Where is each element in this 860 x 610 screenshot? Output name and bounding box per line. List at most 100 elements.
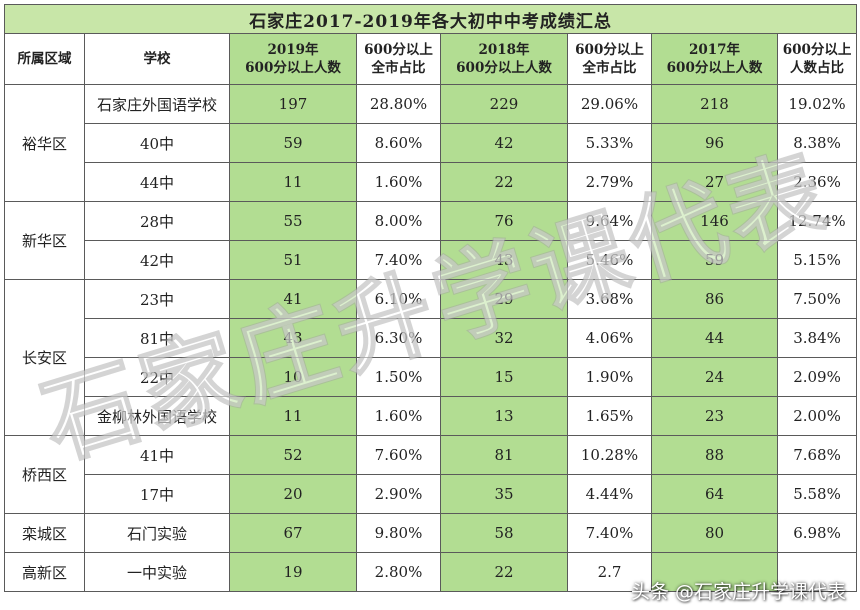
- district-cell: 高新区: [4, 552, 85, 592]
- header-school: 学校: [84, 33, 230, 85]
- share-2019-cell: 1.50%: [356, 357, 441, 397]
- school-cell: 41中: [84, 435, 230, 475]
- count-2018-cell: 15: [440, 357, 568, 397]
- count-2018-cell: 58: [440, 513, 568, 553]
- table-row: 高新区 一中实验 19 2.80% 22 2.7: [4, 552, 858, 592]
- header-2019-count: 2019年 600分以上人数: [229, 33, 357, 85]
- count-2017-cell: 59: [651, 240, 778, 280]
- count-2018-cell: 81: [440, 435, 568, 475]
- share-2018-cell: 4.06%: [567, 318, 652, 358]
- share-2019-cell: 1.60%: [356, 162, 441, 202]
- share-2019-cell: 8.60%: [356, 123, 441, 163]
- table-row: 新华区 28中 55 8.00% 76 9.64% 146 12.74%: [4, 201, 858, 280]
- score-table: 石家庄2017-2019年各大初中中考成绩汇总 所属区域 学校 2019年 600…: [3, 4, 858, 592]
- table-title: 石家庄2017-2019年各大初中中考成绩汇总: [3, 4, 858, 34]
- share-2019-cell: 2.80%: [356, 552, 441, 592]
- share-2018-cell: 29.06%: [567, 84, 652, 124]
- school-cell: 金柳林外国语学校: [84, 396, 230, 436]
- count-2017-cell: 80: [651, 513, 778, 553]
- count-2017-cell: 24: [651, 357, 778, 397]
- header-2019-share: 600分以上 全市占比: [356, 33, 441, 85]
- table-row: 44中 11 1.60% 22 2.79% 27 2.36%: [5, 162, 858, 202]
- count-2018-cell: 29: [440, 279, 568, 319]
- district-cell: 桥西区: [4, 435, 85, 514]
- share-2017-cell: 5.58%: [776, 474, 858, 514]
- count-2017-cell: 44: [651, 318, 778, 358]
- share-2018-cell: 5.46%: [567, 240, 652, 280]
- share-2019-cell: 7.60%: [356, 435, 441, 475]
- share-2018-cell: 1.90%: [567, 357, 652, 397]
- count-2017-cell: [651, 552, 778, 592]
- table-row: 裕华区 石家庄外国语学校 197 28.80% 229 29.06% 218 19.02%: [4, 84, 858, 202]
- count-2018-cell: 22: [440, 552, 568, 592]
- school-cell: 44中: [84, 162, 230, 202]
- share-2017-cell: 7.68%: [776, 435, 858, 475]
- share-2019-cell: 1.60%: [356, 396, 441, 436]
- count-2019-cell: 55: [229, 201, 357, 241]
- table-row: 金柳林外国语学校 11 1.60% 13 1.65% 23 2.00%: [5, 396, 858, 436]
- count-2019-cell: 20: [229, 474, 357, 514]
- share-2019-cell: 6.30%: [356, 318, 441, 358]
- school-cell: 23中: [84, 279, 230, 319]
- share-2017-cell: 3.84%: [776, 318, 858, 358]
- share-2017-cell: 19.02%: [776, 84, 858, 124]
- count-2019-cell: 59: [229, 123, 357, 163]
- count-2019-cell: 43: [229, 318, 357, 358]
- share-2017-cell: 7.50%: [776, 279, 858, 319]
- share-2018-cell: 2.79%: [567, 162, 652, 202]
- share-2018-cell: 1.65%: [567, 396, 652, 436]
- count-2018-cell: 76: [440, 201, 568, 241]
- count-2019-cell: 52: [229, 435, 357, 475]
- count-2018-cell: 43: [440, 240, 568, 280]
- share-2018-cell: 10.28%: [567, 435, 652, 475]
- count-2017-cell: 86: [651, 279, 778, 319]
- header-2018-count: 2018年 600分以上人数: [440, 33, 568, 85]
- share-2017-cell: [776, 552, 858, 592]
- share-2017-cell: 2.36%: [776, 162, 858, 202]
- count-2018-cell: 42: [440, 123, 568, 163]
- school-cell: 22中: [84, 357, 230, 397]
- share-2018-cell: 3.68%: [567, 279, 652, 319]
- table-row: 40中 59 8.60% 42 5.33% 96 8.38%: [5, 123, 858, 163]
- table-row: 长安区 23中 41 6.10% 29 3.68% 86 7.50%: [4, 279, 858, 436]
- table-row: 栾城区 石门实验 67 9.80% 58 7.40% 80 6.98%: [4, 513, 858, 553]
- count-2017-cell: 64: [651, 474, 778, 514]
- school-cell: 石门实验: [84, 513, 230, 553]
- count-2017-cell: 23: [651, 396, 778, 436]
- school-cell: 28中: [84, 201, 230, 241]
- count-2017-cell: 146: [651, 201, 778, 241]
- count-2017-cell: 88: [651, 435, 778, 475]
- share-2017-cell: 8.38%: [776, 123, 858, 163]
- share-2019-cell: 6.10%: [356, 279, 441, 319]
- count-2019-cell: 67: [229, 513, 357, 553]
- table-row: 桥西区 41中 52 7.60% 81 10.28% 88 7.68%: [4, 435, 858, 514]
- school-cell: 石家庄外国语学校: [84, 84, 230, 124]
- share-2017-cell: 2.00%: [776, 396, 858, 436]
- district-cell: 裕华区: [4, 84, 85, 202]
- share-2019-cell: 9.80%: [356, 513, 441, 553]
- share-2019-cell: 2.90%: [356, 474, 441, 514]
- count-2018-cell: 22: [440, 162, 568, 202]
- table-row: 22中 10 1.50% 15 1.90% 24 2.09%: [5, 357, 858, 397]
- credit-watermark: 头条 @石家庄升学课代表: [630, 581, 846, 603]
- share-2019-cell: 8.00%: [356, 201, 441, 241]
- count-2017-cell: 27: [651, 162, 778, 202]
- share-2018-cell: 7.40%: [567, 513, 652, 553]
- header-district: 所属区域: [4, 33, 85, 85]
- district-cell: 新华区: [4, 201, 85, 280]
- header-2017-share: 600分以上 人数占比: [776, 33, 858, 85]
- count-2019-cell: 11: [229, 396, 357, 436]
- school-cell: 一中实验: [84, 552, 230, 592]
- table-row: 42中 51 7.40% 43 5.46% 59 5.15%: [5, 240, 858, 280]
- school-cell: 40中: [84, 123, 230, 163]
- count-2018-cell: 229: [440, 84, 568, 124]
- count-2019-cell: 41: [229, 279, 357, 319]
- share-2018-cell: 4.44%: [567, 474, 652, 514]
- share-2017-cell: 12.74%: [776, 201, 858, 241]
- school-cell: 17中: [84, 474, 230, 514]
- table-row: 81中 43 6.30% 32 4.06% 44 3.84%: [5, 318, 858, 358]
- count-2017-cell: 218: [651, 84, 778, 124]
- count-2019-cell: 10: [229, 357, 357, 397]
- count-2019-cell: 197: [229, 84, 357, 124]
- share-2019-cell: 7.40%: [356, 240, 441, 280]
